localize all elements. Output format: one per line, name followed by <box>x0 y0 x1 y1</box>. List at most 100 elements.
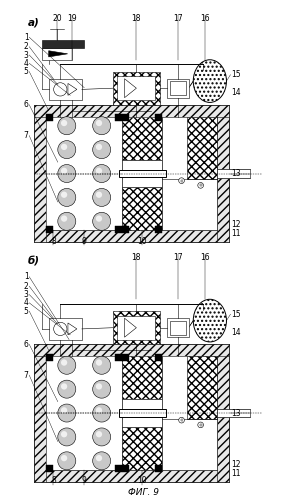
Bar <box>34 344 46 482</box>
Bar <box>46 226 53 233</box>
Circle shape <box>93 380 111 398</box>
Circle shape <box>93 141 111 159</box>
Text: 12: 12 <box>231 220 241 229</box>
Bar <box>170 81 186 95</box>
Text: 10: 10 <box>137 477 147 486</box>
Circle shape <box>58 380 76 398</box>
Circle shape <box>198 422 203 428</box>
Bar <box>115 465 122 472</box>
Text: 14: 14 <box>231 328 241 337</box>
Text: 7: 7 <box>24 371 28 380</box>
Text: 17: 17 <box>173 253 183 262</box>
Text: 1: 1 <box>24 272 28 281</box>
Circle shape <box>96 168 102 174</box>
Text: 16: 16 <box>200 253 210 262</box>
Circle shape <box>96 431 102 438</box>
Circle shape <box>58 165 76 183</box>
Bar <box>122 226 129 233</box>
Circle shape <box>96 359 102 366</box>
Circle shape <box>54 83 67 96</box>
Text: 11: 11 <box>231 230 241 239</box>
Text: 12: 12 <box>231 460 241 469</box>
Circle shape <box>54 322 67 335</box>
Bar <box>170 321 186 335</box>
Circle shape <box>58 452 76 470</box>
Text: 9: 9 <box>82 237 87 246</box>
Text: 3: 3 <box>24 290 28 299</box>
Text: 10: 10 <box>137 237 147 246</box>
Bar <box>34 344 229 482</box>
Bar <box>162 117 217 231</box>
Circle shape <box>93 452 111 470</box>
Bar <box>34 105 229 117</box>
Bar <box>42 39 84 48</box>
Circle shape <box>93 212 111 231</box>
Polygon shape <box>68 83 77 95</box>
Text: ФИГ. 9: ФИГ. 9 <box>128 488 159 497</box>
Bar <box>167 79 189 98</box>
Circle shape <box>61 407 67 414</box>
Circle shape <box>96 144 102 150</box>
Circle shape <box>58 189 76 207</box>
Bar <box>155 465 162 472</box>
Bar <box>122 399 162 427</box>
Text: 18: 18 <box>132 13 141 22</box>
Circle shape <box>96 383 102 390</box>
Text: 1: 1 <box>24 33 28 42</box>
Bar <box>155 226 162 233</box>
Circle shape <box>96 407 102 414</box>
Bar <box>34 344 229 356</box>
Circle shape <box>61 383 67 390</box>
Polygon shape <box>125 79 136 98</box>
Bar <box>155 114 162 121</box>
Text: 2: 2 <box>24 282 28 291</box>
Circle shape <box>58 356 76 374</box>
Bar <box>217 169 250 178</box>
Bar <box>34 231 229 243</box>
Text: 15: 15 <box>231 310 241 319</box>
Bar <box>115 354 122 361</box>
Text: 8: 8 <box>51 477 56 486</box>
Text: 6: 6 <box>24 100 28 109</box>
Text: 3: 3 <box>24 50 28 59</box>
Bar <box>122 187 162 231</box>
Ellipse shape <box>193 299 226 342</box>
Text: 7: 7 <box>24 131 28 140</box>
Circle shape <box>93 165 111 183</box>
Circle shape <box>61 192 67 198</box>
Polygon shape <box>125 318 136 337</box>
Circle shape <box>61 168 67 174</box>
Text: 9: 9 <box>82 477 87 486</box>
Bar <box>115 226 122 233</box>
Bar <box>46 117 122 231</box>
Bar <box>122 114 129 121</box>
Circle shape <box>179 417 184 423</box>
Bar <box>167 318 189 337</box>
Bar <box>49 318 82 340</box>
Bar <box>217 344 229 482</box>
Circle shape <box>61 431 67 438</box>
Text: 14: 14 <box>231 88 241 97</box>
Circle shape <box>61 144 67 150</box>
Bar <box>217 105 229 243</box>
Text: 4: 4 <box>24 59 28 68</box>
Bar <box>46 354 53 361</box>
Bar <box>122 427 162 470</box>
Bar <box>46 356 217 470</box>
Circle shape <box>58 404 76 422</box>
Circle shape <box>61 455 67 461</box>
Text: 13: 13 <box>231 169 241 178</box>
Bar <box>122 160 162 187</box>
Circle shape <box>96 455 102 461</box>
Text: 16: 16 <box>200 13 210 22</box>
Text: 4: 4 <box>24 298 28 307</box>
Polygon shape <box>68 323 77 335</box>
Bar <box>122 465 129 472</box>
Text: 17: 17 <box>173 13 183 22</box>
Bar <box>49 79 82 100</box>
Bar <box>122 117 162 160</box>
Circle shape <box>58 428 76 446</box>
Circle shape <box>58 117 76 135</box>
Text: 5: 5 <box>24 306 28 316</box>
Circle shape <box>93 189 111 207</box>
